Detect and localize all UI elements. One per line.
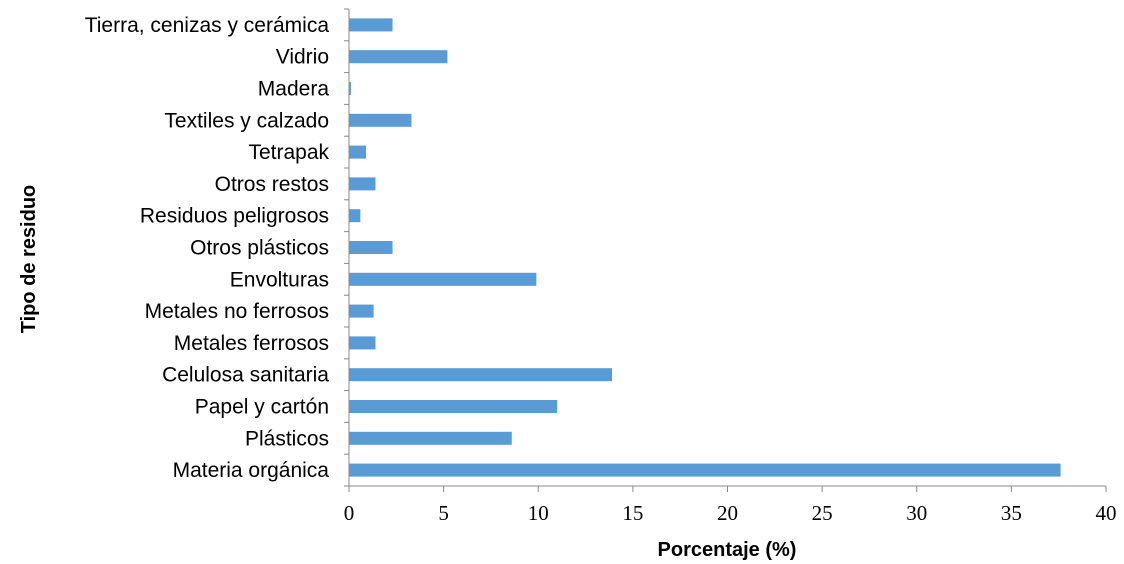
category-label-madera: Madera bbox=[258, 78, 330, 101]
x-tick-label-35: 35 bbox=[1001, 501, 1022, 525]
x-tick-label-30: 30 bbox=[906, 501, 927, 525]
bar-plasticos bbox=[349, 431, 512, 445]
bar-otros-restos bbox=[349, 177, 376, 191]
category-label-envolturas: Envolturas bbox=[230, 268, 329, 291]
category-label-papel-y-carton: Papel y cartón bbox=[195, 396, 329, 419]
x-tick-label-5: 5 bbox=[438, 501, 449, 525]
x-ticks-group: 0 5 10 15 20 25 30 35 40 bbox=[344, 8, 1117, 525]
bars-group bbox=[349, 18, 1061, 477]
category-label-vidrio: Vidrio bbox=[276, 46, 329, 69]
bar-vidrio bbox=[349, 50, 448, 64]
x-tick-label-40: 40 bbox=[1096, 501, 1117, 525]
x-tick-label-25: 25 bbox=[812, 501, 833, 525]
bar-metales-no-ferrosos bbox=[349, 304, 374, 318]
bar-celulosa-sanitaria bbox=[349, 368, 613, 382]
x-axis-title: Porcentaje (%) bbox=[658, 539, 797, 561]
axes-group bbox=[348, 9, 1106, 487]
bar-madera bbox=[349, 82, 351, 95]
bar-otros-plasticos bbox=[349, 241, 393, 254]
bar-envolturas bbox=[349, 272, 537, 286]
category-labels-group: Materia orgánica Plásticos Papel y cartón C… bbox=[85, 14, 330, 482]
category-label-metales-no-ferrosos: Metales no ferrosos bbox=[145, 300, 329, 323]
category-label-otros-plasticos: Otros plásticos bbox=[190, 237, 329, 260]
category-label-textiles-y-calzado: Textiles y calzado bbox=[164, 109, 329, 132]
y-axis-title: Tipo de residuo bbox=[18, 185, 40, 334]
category-label-metales-ferrosos: Metales ferrosos bbox=[174, 332, 329, 355]
category-label-plasticos: Plásticos bbox=[245, 427, 329, 450]
bar-materia-organica bbox=[349, 463, 1061, 477]
bar-metales-ferrosos bbox=[349, 336, 376, 350]
x-tick-label-10: 10 bbox=[528, 501, 549, 525]
category-label-otros-restos: Otros restos bbox=[215, 173, 329, 196]
x-tick-label-0: 0 bbox=[344, 501, 355, 525]
category-label-residuos-peligrosos: Residuos peligrosos bbox=[140, 205, 329, 228]
bar-papel-y-carton bbox=[349, 400, 558, 413]
category-label-materia-organica: Materia orgánica bbox=[173, 459, 330, 482]
bar-tierra-cenizas-y-ceramica bbox=[349, 18, 393, 32]
category-label-tierra-cenizas-y-ceramica: Tierra, cenizas y cerámica bbox=[85, 14, 330, 37]
category-label-celulosa-sanitaria: Celulosa sanitaria bbox=[162, 364, 329, 387]
x-tick-label-15: 15 bbox=[622, 501, 643, 525]
category-label-tetrapak: Tetrapak bbox=[248, 141, 329, 164]
bar-tetrapak bbox=[349, 145, 367, 159]
x-tick-label-20: 20 bbox=[717, 501, 738, 525]
bar-residuos-peligrosos bbox=[349, 209, 361, 223]
bar-textiles-y-calzado bbox=[349, 113, 412, 127]
